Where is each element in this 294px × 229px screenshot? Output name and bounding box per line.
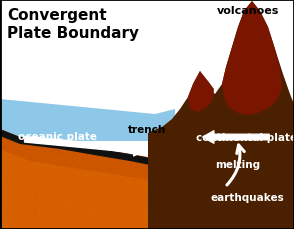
Text: Convergent
Plate Boundary: Convergent Plate Boundary <box>7 8 139 41</box>
Polygon shape <box>148 2 294 229</box>
FancyArrowPatch shape <box>24 137 145 156</box>
Text: continental plate: continental plate <box>196 132 294 142</box>
Text: trench: trench <box>128 124 166 134</box>
Polygon shape <box>0 149 294 229</box>
FancyArrowPatch shape <box>203 131 269 144</box>
Text: melting: melting <box>215 159 260 169</box>
Polygon shape <box>188 72 214 112</box>
Polygon shape <box>0 100 175 141</box>
Text: oceanic plate: oceanic plate <box>18 131 97 141</box>
Text: volcanoes: volcanoes <box>217 6 279 16</box>
Polygon shape <box>222 2 282 115</box>
Polygon shape <box>0 129 294 191</box>
Text: earthquakes: earthquakes <box>210 192 284 202</box>
Polygon shape <box>0 129 294 229</box>
